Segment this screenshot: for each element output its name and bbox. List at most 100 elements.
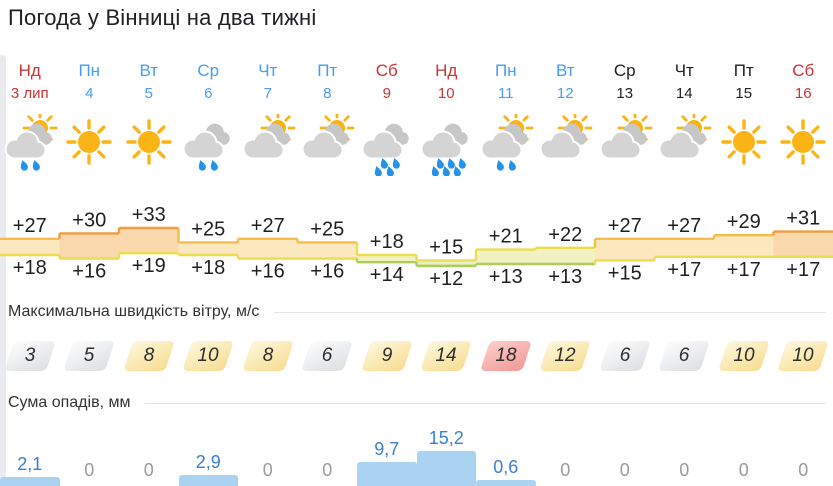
day-column-8[interactable]: Нд 10 bbox=[417, 61, 477, 102]
precip-bars-row: 2,1 0 0 2,9 0 0 9,7 15,2 0,6 0 0 0 0 0 bbox=[0, 422, 833, 486]
temp-low-label: +13 bbox=[548, 266, 582, 288]
wind-badge: 6 bbox=[301, 341, 354, 371]
wind-value: 10 bbox=[733, 345, 755, 366]
precip-cell: 0 bbox=[655, 422, 715, 486]
wind-badge: 5 bbox=[63, 341, 116, 371]
day-date: 7 bbox=[263, 85, 272, 102]
day-column-2[interactable]: Пн 4 bbox=[60, 61, 120, 102]
sun-cloud-rain-icon bbox=[476, 114, 536, 176]
precip-cell: 15,2 bbox=[416, 422, 476, 486]
precip-bar bbox=[476, 480, 536, 486]
precip-zero-label: 0 bbox=[143, 460, 154, 480]
sun-icon bbox=[714, 114, 774, 176]
wind-badge: 6 bbox=[658, 341, 711, 371]
wind-section-header: Максимальна швидкість вітру, м/с bbox=[8, 303, 826, 321]
wind-badge: 10 bbox=[777, 341, 830, 371]
temp-high-label: +27 bbox=[608, 215, 642, 237]
temp-high-label: +33 bbox=[132, 204, 166, 226]
day-name: Ср bbox=[613, 61, 636, 80]
temp-low-label: +17 bbox=[667, 259, 701, 281]
day-column-13[interactable]: Пт 15 bbox=[714, 61, 774, 102]
sun-cloud-icon bbox=[298, 114, 358, 176]
precip-value-label: 9,7 bbox=[374, 439, 400, 459]
sun-icon bbox=[119, 114, 179, 176]
wind-badge-cell: 9 bbox=[357, 341, 417, 371]
temp-high-label: +22 bbox=[548, 224, 582, 246]
day-column-4[interactable]: Ср 6 bbox=[179, 61, 239, 102]
clouds-rain-4-icon bbox=[357, 114, 417, 176]
day-column-5[interactable]: Чт 7 bbox=[238, 61, 298, 102]
wind-badge-cell: 8 bbox=[119, 341, 179, 371]
wind-value: 12 bbox=[554, 345, 576, 366]
wind-badge-cell: 14 bbox=[417, 341, 477, 371]
day-column-14[interactable]: Сб 16 bbox=[774, 61, 833, 102]
precip-bar bbox=[0, 477, 60, 486]
day-name: Пн bbox=[494, 61, 517, 80]
wind-value: 6 bbox=[619, 345, 631, 366]
temp-high-label: +27 bbox=[667, 215, 701, 237]
wind-section-label: Максимальна швидкість вітру, м/с bbox=[8, 303, 260, 320]
temp-high-label: +25 bbox=[191, 218, 225, 240]
precip-cell: 0 bbox=[714, 422, 774, 486]
day-column-1[interactable]: Нд 3 лип bbox=[0, 61, 60, 102]
day-date: 9 bbox=[382, 85, 391, 102]
wind-value: 10 bbox=[197, 345, 219, 366]
wind-badge: 14 bbox=[420, 341, 473, 371]
precip-zero-label: 0 bbox=[738, 460, 749, 480]
precip-section-label: Сума опадів, мм bbox=[8, 394, 131, 411]
temp-low-label: +17 bbox=[786, 259, 820, 281]
temp-low-label: +18 bbox=[13, 257, 47, 279]
day-column-7[interactable]: Сб 9 bbox=[357, 61, 417, 102]
temperature-chart: +27 +18 +30 +16 +33 +19 +25 +18 +27 +16 +25 +16 +18 +… bbox=[0, 190, 833, 298]
wind-value: 8 bbox=[143, 345, 155, 366]
precip-bar bbox=[416, 451, 476, 486]
day-column-11[interactable]: Ср 13 bbox=[595, 61, 655, 102]
temp-high-label: +29 bbox=[727, 211, 761, 233]
day-name: Ср bbox=[197, 61, 220, 80]
page-title: Погода у Вінниці на два тижні bbox=[8, 5, 317, 30]
temp-high-label: +30 bbox=[72, 209, 106, 231]
wind-badge: 10 bbox=[182, 341, 235, 371]
day-date: 5 bbox=[144, 85, 153, 102]
day-date: 3 лип bbox=[10, 85, 49, 102]
wind-badge-cell: 6 bbox=[298, 341, 358, 371]
precip-value-label: 15,2 bbox=[428, 428, 464, 448]
sun-cloud-icon bbox=[536, 114, 596, 176]
wind-badge: 6 bbox=[598, 341, 651, 371]
wind-badges-row: 3 5 8 10 8 6 9 14 18 12 6 6 10 10 bbox=[0, 341, 833, 371]
temp-low-label: +12 bbox=[429, 268, 463, 290]
wind-badge-cell: 5 bbox=[60, 341, 120, 371]
temp-low-label: +13 bbox=[489, 266, 523, 288]
wind-badge-cell: 18 bbox=[476, 341, 536, 371]
day-column-9[interactable]: Пн 11 bbox=[476, 61, 536, 102]
wind-value: 6 bbox=[321, 345, 333, 366]
day-date: 4 bbox=[85, 85, 94, 102]
precip-section-rule bbox=[145, 402, 826, 404]
wind-badge-cell: 10 bbox=[179, 341, 239, 371]
day-date: 8 bbox=[323, 85, 332, 102]
temp-low-label: +16 bbox=[72, 261, 106, 283]
sun-icon bbox=[60, 114, 120, 176]
sun-cloud-rain-icon bbox=[0, 114, 60, 176]
day-date: 6 bbox=[204, 85, 213, 102]
day-name: Пн bbox=[78, 61, 101, 80]
day-column-6[interactable]: Пт 8 bbox=[298, 61, 358, 102]
precip-cell: 0 bbox=[298, 422, 358, 486]
wind-badge-cell: 10 bbox=[714, 341, 774, 371]
day-column-10[interactable]: Вт 12 bbox=[536, 61, 596, 102]
day-name: Сб bbox=[375, 61, 398, 80]
precip-bar bbox=[178, 475, 238, 486]
day-column-3[interactable]: Вт 5 bbox=[119, 61, 179, 102]
precip-cell: 2,9 bbox=[178, 422, 238, 486]
temp-low-label: +16 bbox=[310, 261, 344, 283]
temp-low-label: +18 bbox=[191, 257, 225, 279]
precip-section-header: Сума опадів, мм bbox=[8, 394, 826, 412]
wind-value: 10 bbox=[792, 345, 814, 366]
temp-high-label: +31 bbox=[786, 208, 820, 230]
temp-high-label: +25 bbox=[310, 218, 344, 240]
precip-cell: 0 bbox=[238, 422, 298, 486]
wind-badge-cell: 3 bbox=[0, 341, 60, 371]
icons-row bbox=[0, 114, 833, 176]
temp-high-label: +18 bbox=[370, 231, 404, 253]
day-column-12[interactable]: Чт 14 bbox=[655, 61, 715, 102]
